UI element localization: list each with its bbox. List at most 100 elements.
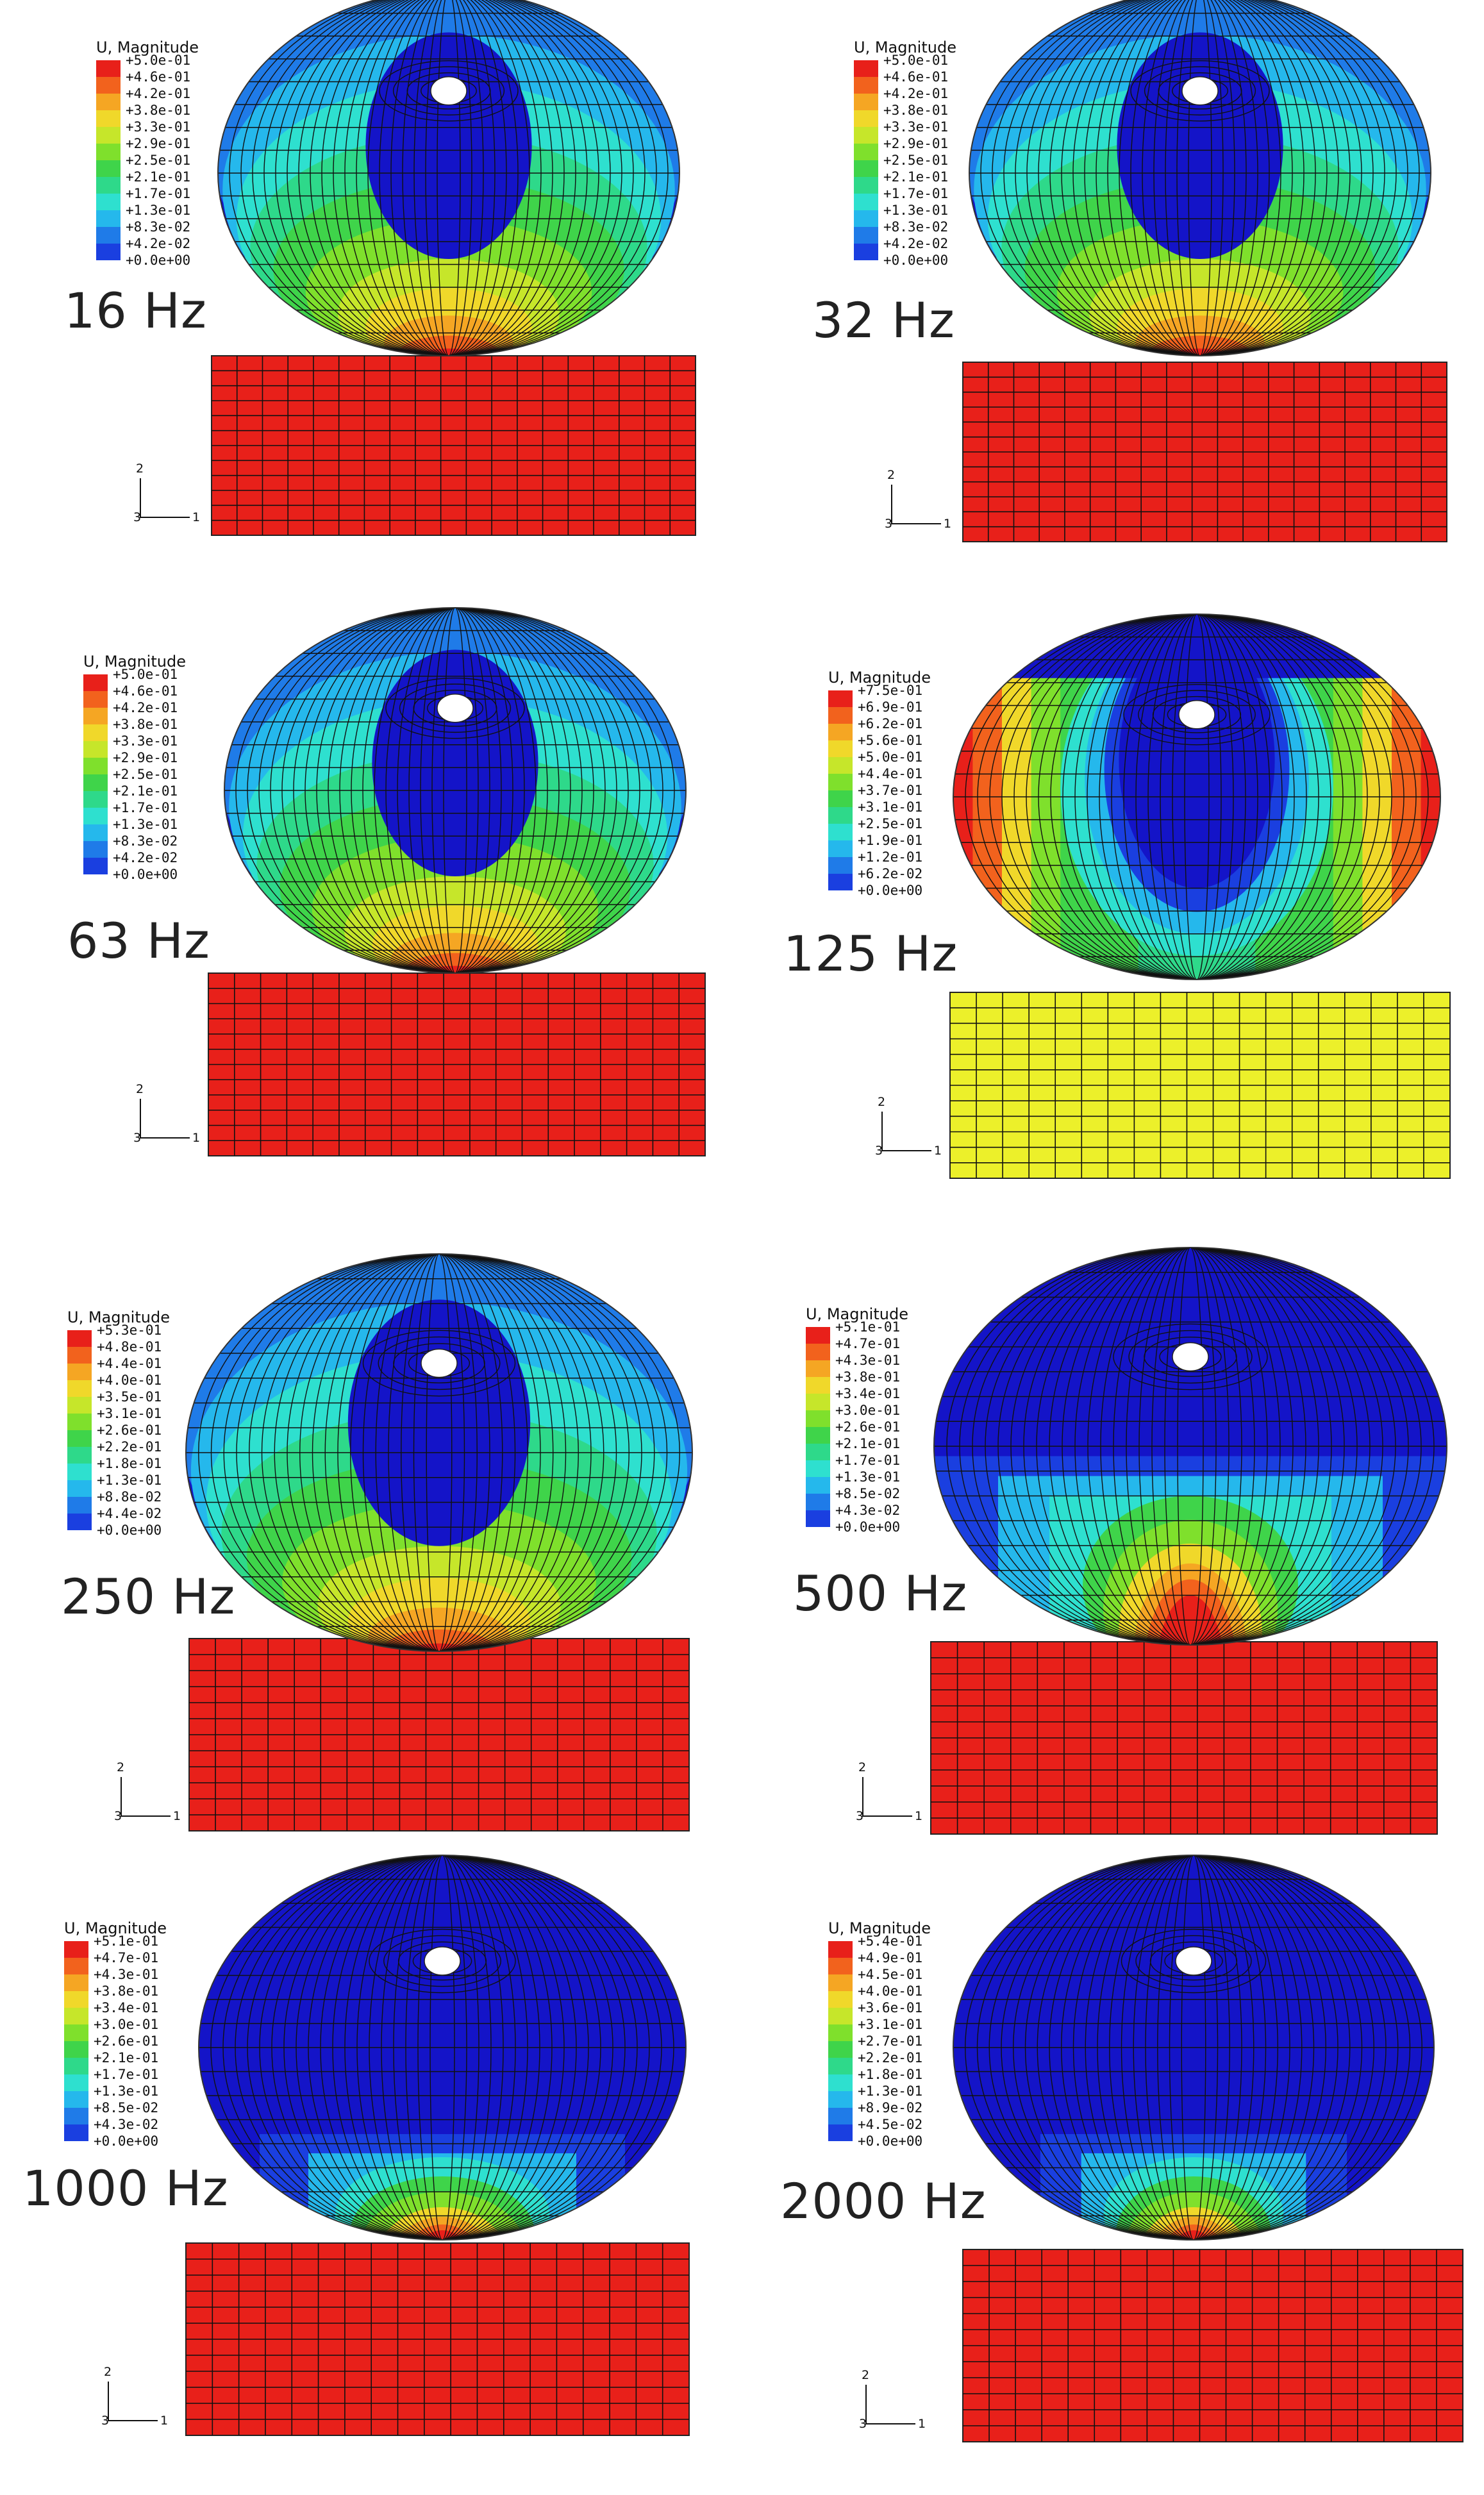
- legend-swatch: [854, 194, 878, 210]
- legend-value: +4.3e-01: [835, 1353, 901, 1368]
- legend-value: +4.2e-01: [113, 700, 178, 715]
- legend-swatch: [83, 724, 108, 741]
- legend-swatch: [806, 1477, 830, 1494]
- legend-value: +0.0e+00: [858, 883, 923, 898]
- axis-label-y: 2: [136, 1082, 144, 1096]
- legend-value: +2.1e-01: [126, 169, 191, 185]
- legend-swatch: [828, 740, 853, 757]
- legend-swatch: [96, 110, 121, 127]
- legend-value: +1.8e-01: [858, 2067, 923, 2082]
- legend-swatch: [96, 244, 121, 260]
- legend-value: +8.5e-02: [94, 2100, 159, 2115]
- axis-label-x: 1: [173, 1809, 181, 1823]
- legend-value: +2.9e-01: [883, 136, 949, 151]
- frequency-label: 63 Hz: [67, 912, 210, 969]
- legend-value: +5.6e-01: [858, 733, 923, 748]
- axis-label-y: 2: [858, 1760, 867, 1774]
- legend-value: +8.9e-02: [858, 2100, 923, 2115]
- legend-value: +3.8e-01: [883, 103, 949, 118]
- legend-swatch: [854, 60, 878, 77]
- legend-swatch: [96, 210, 121, 227]
- fea-plot: [962, 0, 1447, 542]
- mesh-line: [1144, 66, 1256, 116]
- ellipsoid-outline: [185, 1253, 693, 1652]
- axis-label-x: 1: [192, 510, 201, 524]
- legend-value: +4.6e-01: [113, 683, 178, 699]
- legend-swatch: [64, 2091, 88, 2108]
- legend-value: +0.0e+00: [835, 1519, 901, 1535]
- legend-swatch: [828, 790, 853, 807]
- legend-value: +3.7e-01: [858, 783, 923, 798]
- legend-value: +0.0e+00: [883, 253, 949, 268]
- legend-swatch: [806, 1427, 830, 1444]
- fea-plot: [211, 0, 696, 536]
- legend-value: +4.2e-01: [126, 86, 191, 101]
- ellipsoid-body: [953, 1855, 1435, 2240]
- fea-plot: [185, 1253, 693, 1832]
- legend-swatch: [828, 2008, 853, 2024]
- mesh-line: [406, 72, 491, 110]
- axis-line: [121, 1777, 122, 1815]
- legend-value: +1.8e-01: [97, 1456, 162, 1471]
- mesh-line: [393, 1343, 485, 1383]
- fea-plot: [949, 613, 1451, 1179]
- legend-swatch: [806, 1377, 830, 1394]
- legend-value: +2.6e-01: [835, 1419, 901, 1435]
- legend-value: +4.2e-02: [126, 236, 191, 251]
- legend-swatch: [828, 824, 853, 840]
- legend-value: +5.1e-01: [835, 1319, 901, 1335]
- legend-swatch: [67, 1364, 92, 1380]
- legend-swatch: [67, 1497, 92, 1514]
- legend-swatch: [96, 194, 121, 210]
- axis-label-z: 3: [101, 2414, 110, 2428]
- legend-value: +4.6e-01: [883, 69, 949, 85]
- legend-swatch: [828, 1991, 853, 2008]
- ellipsoid-body: [198, 1855, 687, 2240]
- legend-swatch: [854, 144, 878, 160]
- mesh-line: [383, 1935, 501, 1987]
- legend-value: +1.3e-01: [835, 1469, 901, 1485]
- legend-swatch: [828, 1974, 853, 1991]
- legend-title: U, Magnitude: [67, 1308, 170, 1326]
- legend-swatch: [96, 60, 121, 77]
- legend-swatch: [854, 160, 878, 177]
- axis-line: [108, 2420, 158, 2421]
- axis-line: [140, 1137, 190, 1139]
- legend-swatch: [806, 1460, 830, 1477]
- base-block: [930, 1641, 1438, 1835]
- ellipsoid-outline: [198, 1855, 687, 2240]
- fea-panel: U, Magnitude +5.1e-01 +4.7e-01 +4.3e-01 +3.8…: [0, 1855, 742, 2495]
- legend-swatch: [83, 808, 108, 824]
- legend-swatch: [96, 94, 121, 110]
- legend-value: +4.3e-02: [94, 2117, 159, 2132]
- base-block: [208, 972, 706, 1156]
- legend-swatch: [96, 144, 121, 160]
- fea-panel: U, Magnitude +7.5e-01 +6.9e-01 +6.2e-01 +5.6…: [742, 613, 1483, 1248]
- legend-swatch: [64, 2124, 88, 2141]
- legend-value: +4.5e-01: [858, 1967, 923, 1982]
- mesh-line: [397, 1941, 487, 1981]
- mesh-line: [413, 689, 497, 727]
- legend-value: +5.1e-01: [94, 1933, 159, 1949]
- legend-value: +8.3e-02: [883, 219, 949, 235]
- legend-value: +6.9e-01: [858, 699, 923, 715]
- legend-title: U, Magnitude: [83, 653, 186, 671]
- ellipsoid-body: [217, 0, 680, 356]
- ellipsoid-outline: [224, 607, 687, 974]
- legend-value: +1.3e-01: [883, 203, 949, 218]
- mesh-line: [1138, 690, 1256, 740]
- legend-value: +5.4e-01: [858, 1933, 923, 1949]
- legend-value: +3.5e-01: [97, 1389, 162, 1405]
- legend-value: +3.8e-01: [126, 103, 191, 118]
- axis-triad: 2 3 1: [870, 1095, 947, 1165]
- center-hole: [437, 694, 474, 723]
- base-block: [962, 2249, 1463, 2442]
- block-mesh: [963, 362, 1447, 542]
- axis-label-z: 3: [114, 1809, 122, 1823]
- legend-value: +1.3e-01: [97, 1473, 162, 1488]
- legend-value: +3.3e-01: [883, 119, 949, 135]
- mesh-line: [392, 66, 505, 116]
- legend-swatch: [96, 177, 121, 194]
- mesh-line: [385, 678, 525, 739]
- axis-triad: 2 3 1: [854, 2368, 931, 2439]
